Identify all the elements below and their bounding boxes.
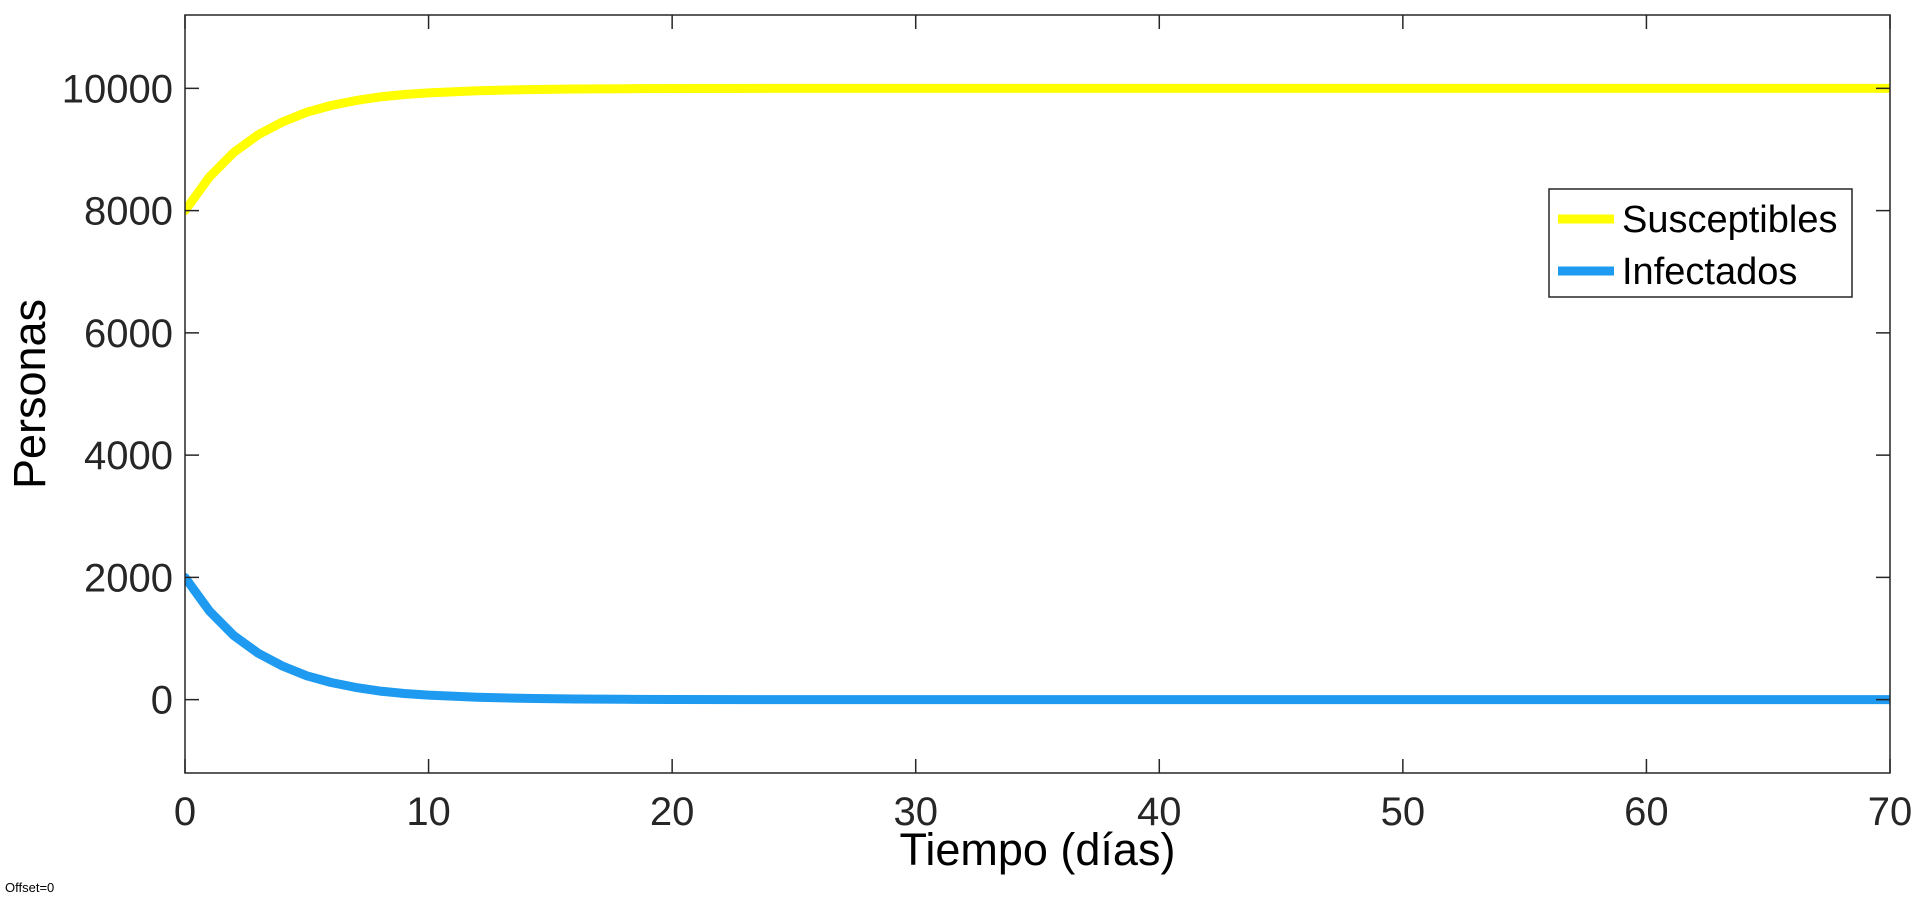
x-axis-label: Tiempo (días) xyxy=(900,824,1176,875)
series-line-infectados xyxy=(185,572,1890,705)
axes: 0 10 20 30 40 50 60 70 0 2000 4000 6000 8000 10000 xyxy=(62,14,1913,834)
y-tick-label: 4000 xyxy=(84,434,173,478)
legend: Susceptibles Infectados xyxy=(1548,188,1853,298)
x-tick-label: 0 xyxy=(174,790,196,834)
x-tick-label: 50 xyxy=(1381,790,1426,834)
offset-footnote: Offset=0 xyxy=(5,880,55,895)
x-tick-label: 20 xyxy=(650,790,695,834)
x-tick-label: 70 xyxy=(1868,790,1913,834)
x-tick-label: 60 xyxy=(1624,790,1669,834)
plot-area xyxy=(185,83,1890,705)
y-axis-label: Personas xyxy=(4,299,55,489)
y-tick-label: 6000 xyxy=(84,312,173,356)
y-tick-label: 2000 xyxy=(84,556,173,600)
axes-box xyxy=(184,14,1891,774)
legend-box xyxy=(1548,188,1853,298)
x-tick-label: 10 xyxy=(406,790,451,834)
x-tick-label: 30 xyxy=(893,790,938,834)
series-line-susceptibles xyxy=(185,83,1890,216)
y-tick-label: 8000 xyxy=(84,190,173,234)
x-tick-label: 40 xyxy=(1137,790,1182,834)
y-tick-label: 0 xyxy=(151,679,173,723)
legend-label-infectados: Infectados xyxy=(1622,251,1797,293)
legend-label-susceptibles: Susceptibles xyxy=(1622,199,1837,241)
y-tick-label: 10000 xyxy=(62,67,173,111)
